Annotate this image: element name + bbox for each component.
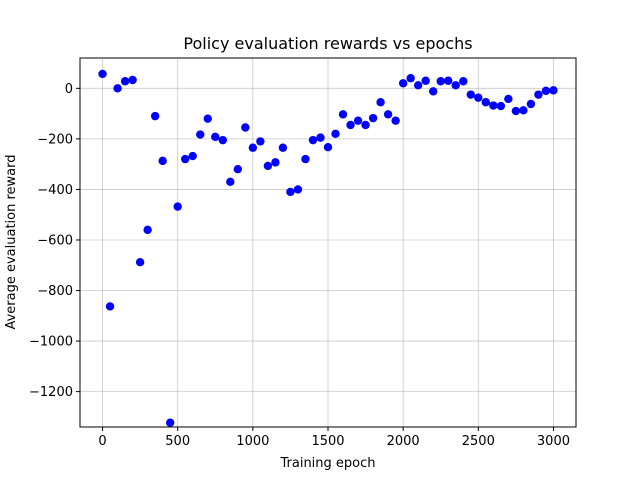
data-point [286,187,295,197]
data-point [196,130,205,139]
y-tick-label: −800 [37,284,73,299]
data-point [444,76,453,85]
data-point [526,99,536,109]
data-point [549,86,558,95]
data-point [181,154,190,164]
data-point [143,225,152,235]
data-point [436,77,445,86]
data-point [98,69,107,79]
data-point [301,154,310,164]
data-point [278,143,288,152]
data-point [211,132,220,142]
data-point [173,202,182,211]
x-tick-label: 2500 [462,434,495,449]
x-tick-label: 1500 [311,434,344,449]
data-point [338,110,348,119]
data-point [263,161,273,171]
data-point [451,81,460,90]
y-tick-label: −1000 [29,335,73,350]
data-point [489,101,498,110]
grid [80,58,576,427]
y-tick-label: −600 [37,233,73,248]
data-point [226,177,235,187]
data-point [323,143,333,152]
data-point [496,101,506,111]
data-point [346,120,355,130]
data-point [158,156,167,166]
x-axis-ticks: 0 500 1000 1500 2000 2500 3000 [98,427,570,449]
data-point [361,120,370,130]
data-point [353,116,363,125]
data-point [218,135,227,145]
data-point [511,106,521,116]
y-tick-label: 0 [65,82,73,97]
data-point [504,94,513,104]
x-tick-label: 2000 [387,434,420,449]
data-point [413,81,423,90]
data-point [105,302,115,311]
x-tick-label: 500 [165,434,190,449]
data-point [429,87,438,96]
data-point [474,93,483,102]
data-point [316,133,325,142]
data-point [135,258,145,267]
data-point [519,106,528,115]
data-point [459,77,468,86]
y-tick-label: −200 [37,132,73,147]
data-point [391,116,400,125]
y-axis-label: Average evaluation reward [4,154,19,329]
x-tick-label: 0 [98,434,106,449]
data-point [481,98,491,107]
data-point [376,98,385,107]
data-point [398,79,408,88]
data-point [120,77,130,86]
x-tick-label: 1000 [236,434,269,449]
x-axis-label: Training epoch [279,456,375,471]
y-tick-label: −400 [37,183,73,198]
data-point [256,137,265,146]
data-point [188,151,197,161]
chart-title: Policy evaluation rewards vs epochs [183,34,472,53]
data-point [293,185,303,194]
data-point [128,75,137,85]
data-point [383,110,393,119]
data-point [150,111,160,121]
data-point [368,113,378,123]
data-point [406,74,415,83]
data-point [233,165,243,174]
data-point [421,76,430,85]
x-tick-label: 3000 [537,434,570,449]
y-tick-label: −1200 [29,385,73,400]
data-point [165,418,175,427]
data-point [248,143,258,152]
data-points [98,69,558,427]
y-axis-ticks: −1200 −1000 −800 −600 −400 −200 0 [29,82,80,400]
data-point [113,84,122,93]
data-point [331,129,340,139]
data-point [308,135,318,145]
data-point [271,158,280,167]
data-point [534,90,543,99]
data-point [203,114,212,123]
data-point [466,90,475,99]
data-point [541,86,551,96]
data-point [241,123,250,132]
